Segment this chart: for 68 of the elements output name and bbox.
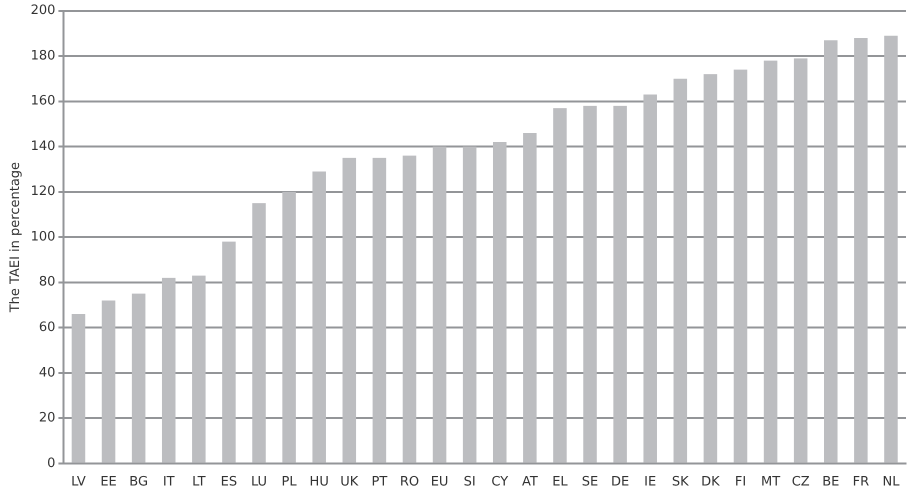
bar xyxy=(342,158,356,462)
bar xyxy=(884,36,898,462)
bar xyxy=(312,171,326,462)
y-tick-label: 180 xyxy=(30,48,56,64)
x-tick-label: RO xyxy=(400,474,420,490)
x-tick-label: FI xyxy=(734,474,746,490)
bar xyxy=(192,276,206,462)
bar xyxy=(222,242,236,462)
bar xyxy=(674,78,688,462)
bar xyxy=(523,133,537,462)
bar xyxy=(824,40,838,462)
x-tick-label: IT xyxy=(162,474,175,490)
x-tick-label: DE xyxy=(611,474,630,490)
x-tick-label: EU xyxy=(430,474,448,490)
x-tick-label: AT xyxy=(522,474,538,490)
y-tick-label: 80 xyxy=(38,274,56,290)
x-tick-label: BE xyxy=(822,474,840,490)
bar xyxy=(553,108,567,462)
x-tick-label: DK xyxy=(701,474,720,490)
bar xyxy=(854,38,868,462)
bar xyxy=(402,156,416,462)
x-tick-label: SI xyxy=(464,474,476,490)
x-tick-label: PL xyxy=(282,474,298,490)
x-tick-label: CZ xyxy=(792,474,810,490)
y-tick-label: 200 xyxy=(30,3,56,18)
bar xyxy=(372,158,386,462)
bar xyxy=(613,106,627,462)
x-tick-label: LT xyxy=(192,474,206,490)
bar xyxy=(162,278,176,462)
x-tick-label: ES xyxy=(220,474,238,490)
y-tick-label: 140 xyxy=(30,138,56,154)
x-tick-label: SE xyxy=(582,474,598,490)
x-tick-label: MT xyxy=(761,474,780,490)
x-tick-label: IE xyxy=(644,474,656,490)
x-tick-label: HU xyxy=(310,474,329,490)
bar xyxy=(764,60,778,462)
x-tick-label: SK xyxy=(672,474,690,490)
bar xyxy=(492,142,507,462)
bar xyxy=(462,146,476,462)
y-tick-label: 100 xyxy=(30,229,56,244)
bar xyxy=(432,146,446,462)
bar xyxy=(734,70,748,462)
x-tick-label: EE xyxy=(100,474,117,490)
x-tick-label: LV xyxy=(71,474,86,490)
bar xyxy=(583,106,597,462)
bar xyxy=(704,74,718,462)
x-tick-label: CY xyxy=(491,474,508,490)
bar xyxy=(102,300,116,462)
bar xyxy=(72,314,86,462)
x-tick-label: BG xyxy=(129,474,148,490)
y-tick-label: 160 xyxy=(30,94,56,109)
bar xyxy=(282,192,296,462)
y-tick-label: 20 xyxy=(38,410,56,426)
y-tick-label: 120 xyxy=(30,184,56,200)
x-tick-label: FR xyxy=(852,474,870,490)
x-tick-label: NL xyxy=(882,474,900,490)
x-tick-label: UK xyxy=(340,474,359,490)
bar xyxy=(643,94,657,462)
y-tick-label: 0 xyxy=(47,456,56,471)
x-tick-label: EL xyxy=(552,474,568,490)
x-tick-label: PT xyxy=(371,474,388,490)
x-tick-label: LU xyxy=(250,474,268,490)
bar xyxy=(132,294,146,462)
y-tick-label: 40 xyxy=(38,365,56,380)
bar xyxy=(794,58,808,462)
y-axis-title: The TAEI in percentage xyxy=(8,162,24,314)
y-tick-label: 60 xyxy=(38,320,56,335)
bar xyxy=(252,203,266,462)
